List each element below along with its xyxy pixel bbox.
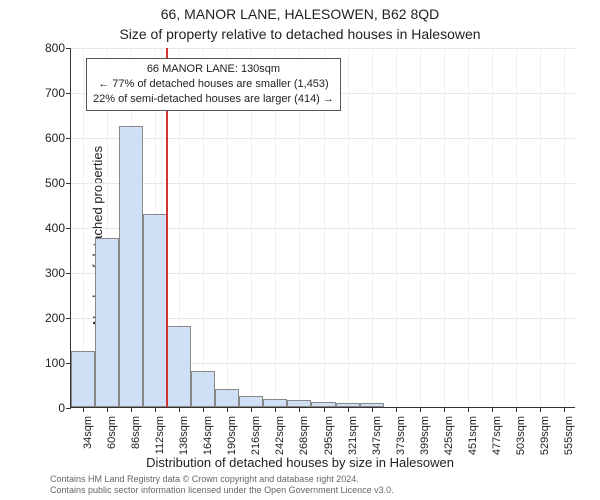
- x-tick: [372, 407, 373, 412]
- y-tick-label: 700: [25, 86, 65, 100]
- x-tick-label: 425sqm: [443, 416, 455, 460]
- x-tick-label: 399sqm: [419, 416, 431, 460]
- y-tick: [66, 318, 71, 319]
- annotation-line-1: 66 MANOR LANE: 130sqm: [93, 62, 334, 77]
- histogram-bar: [239, 396, 263, 407]
- x-tick: [155, 407, 156, 412]
- y-tick-label: 500: [25, 176, 65, 190]
- x-tick: [83, 407, 84, 412]
- x-tick-label: 86sqm: [130, 416, 142, 460]
- x-gridline: [420, 48, 421, 407]
- x-tick: [348, 407, 349, 412]
- x-tick: [251, 407, 252, 412]
- x-gridline: [492, 48, 493, 407]
- page-title: 66, MANOR LANE, HALESOWEN, B62 8QD: [0, 6, 600, 22]
- x-tick: [516, 407, 517, 412]
- x-tick-label: 242sqm: [274, 416, 286, 460]
- x-tick-label: 190sqm: [226, 416, 238, 460]
- x-tick: [540, 407, 541, 412]
- annotation-line-2: ← 77% of detached houses are smaller (1,…: [93, 77, 334, 92]
- x-tick: [564, 407, 565, 412]
- x-tick-label: 295sqm: [323, 416, 335, 460]
- x-tick: [107, 407, 108, 412]
- y-tick: [66, 408, 71, 409]
- y-tick-label: 600: [25, 131, 65, 145]
- page-subtitle: Size of property relative to detached ho…: [0, 26, 600, 42]
- x-gridline: [540, 48, 541, 407]
- x-tick-label: 60sqm: [106, 416, 118, 460]
- x-gridline: [468, 48, 469, 407]
- annotation-line-3: 22% of semi-detached houses are larger (…: [93, 92, 334, 107]
- x-tick: [203, 407, 204, 412]
- x-gridline: [348, 48, 349, 407]
- x-gridline: [444, 48, 445, 407]
- y-tick: [66, 48, 71, 49]
- x-tick: [420, 407, 421, 412]
- footer: Contains HM Land Registry data © Crown c…: [50, 474, 394, 496]
- annotation-box: 66 MANOR LANE: 130sqm ← 77% of detached …: [86, 58, 341, 111]
- y-tick-label: 800: [25, 41, 65, 55]
- x-tick-label: 503sqm: [515, 416, 527, 460]
- histogram-bar: [287, 400, 311, 407]
- x-tick-label: 34sqm: [82, 416, 94, 460]
- histogram-bar: [263, 399, 287, 407]
- x-tick-label: 164sqm: [202, 416, 214, 460]
- y-tick: [66, 93, 71, 94]
- x-tick-label: 321sqm: [347, 416, 359, 460]
- y-tick-label: 200: [25, 311, 65, 325]
- histogram-bar: [215, 389, 239, 407]
- x-tick: [179, 407, 180, 412]
- x-tick: [299, 407, 300, 412]
- histogram-bar: [191, 371, 215, 407]
- x-tick-label: 555sqm: [563, 416, 575, 460]
- x-tick: [324, 407, 325, 412]
- y-tick-label: 300: [25, 266, 65, 280]
- y-tick: [66, 138, 71, 139]
- x-tick-label: 347sqm: [371, 416, 383, 460]
- histogram-bar: [167, 326, 191, 407]
- x-tick: [396, 407, 397, 412]
- y-tick: [66, 228, 71, 229]
- x-tick-label: 451sqm: [467, 416, 479, 460]
- plot-area: 66 MANOR LANE: 130sqm ← 77% of detached …: [70, 48, 575, 408]
- x-gridline: [396, 48, 397, 407]
- x-gridline: [516, 48, 517, 407]
- x-tick: [444, 407, 445, 412]
- x-tick: [492, 407, 493, 412]
- x-tick-label: 268sqm: [298, 416, 310, 460]
- chart-container: 66, MANOR LANE, HALESOWEN, B62 8QD Size …: [0, 0, 600, 500]
- x-tick-label: 477sqm: [491, 416, 503, 460]
- x-gridline: [564, 48, 565, 407]
- histogram-bar: [71, 351, 95, 407]
- x-tick-label: 529sqm: [539, 416, 551, 460]
- histogram-bar: [95, 238, 119, 407]
- x-tick-label: 112sqm: [154, 416, 166, 460]
- y-tick-label: 100: [25, 356, 65, 370]
- y-tick: [66, 183, 71, 184]
- histogram-bar: [119, 126, 143, 407]
- x-gridline: [372, 48, 373, 407]
- x-tick: [227, 407, 228, 412]
- x-tick-label: 216sqm: [250, 416, 262, 460]
- x-tick: [131, 407, 132, 412]
- x-tick: [468, 407, 469, 412]
- y-tick-label: 400: [25, 221, 65, 235]
- y-tick-label: 0: [25, 401, 65, 415]
- histogram-bar: [143, 214, 167, 408]
- x-tick: [275, 407, 276, 412]
- x-tick-label: 138sqm: [178, 416, 190, 460]
- footer-line-2: Contains public sector information licen…: [50, 485, 394, 496]
- footer-line-1: Contains HM Land Registry data © Crown c…: [50, 474, 394, 485]
- x-tick-label: 373sqm: [395, 416, 407, 460]
- y-tick: [66, 273, 71, 274]
